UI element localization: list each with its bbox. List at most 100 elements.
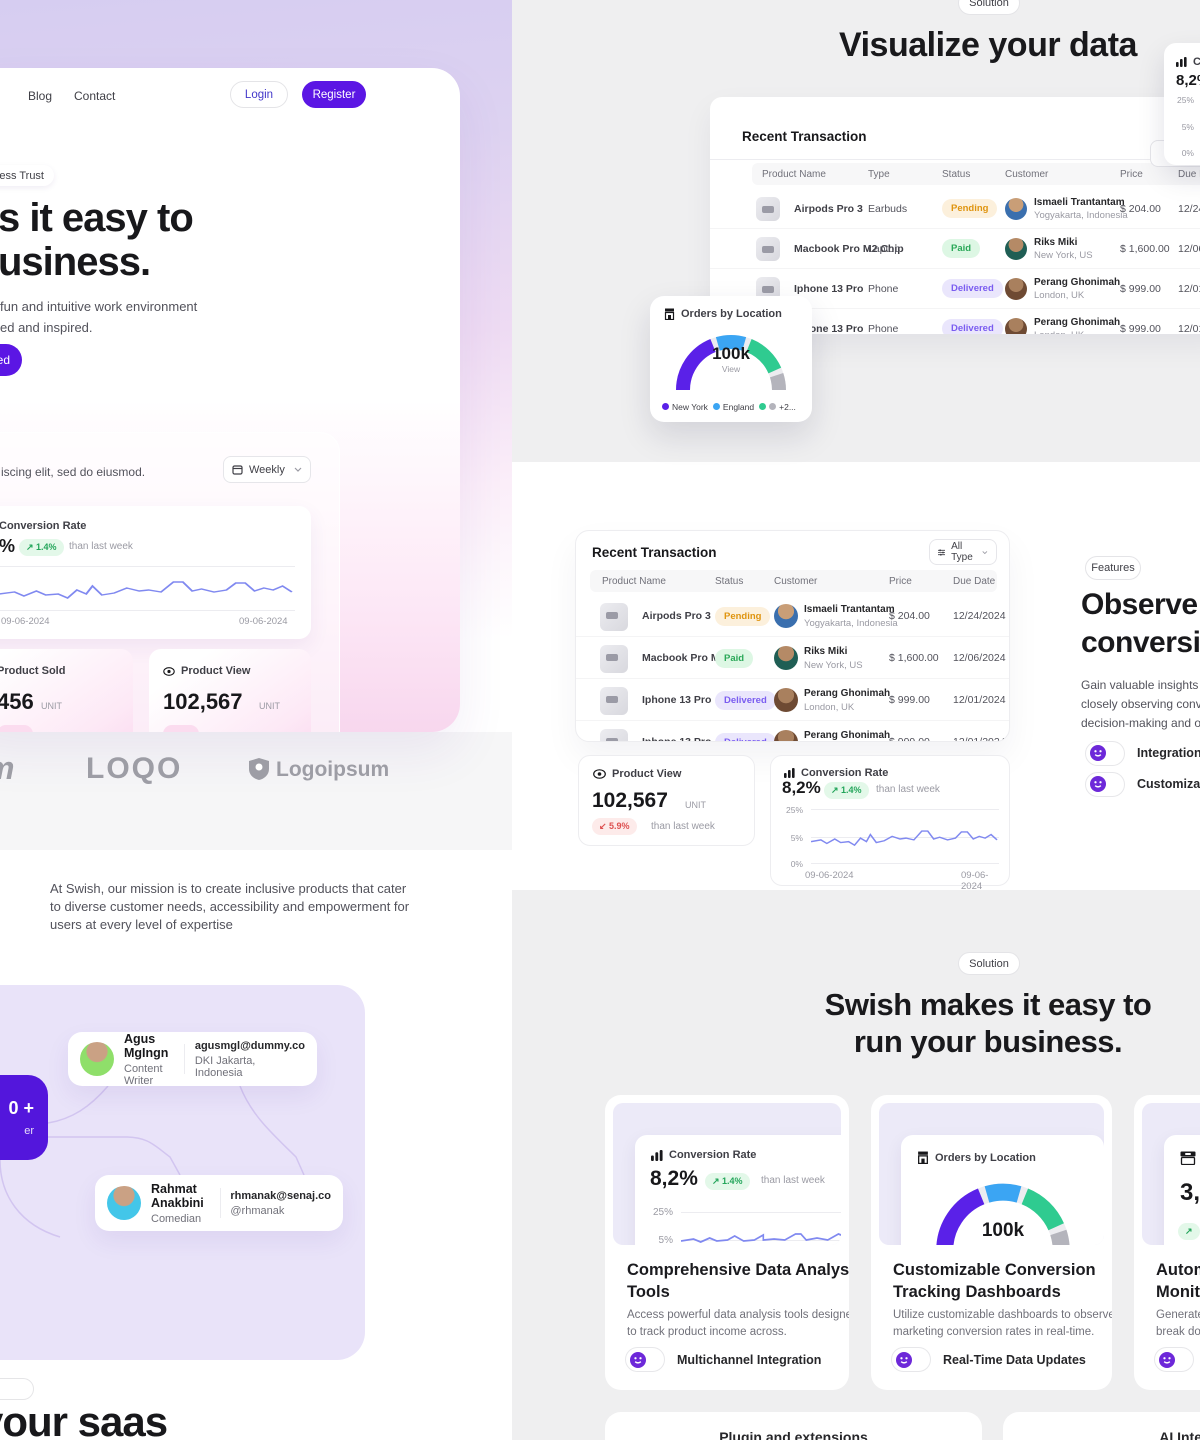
nav-link-blog[interactable]: Blog: [28, 89, 53, 103]
gauge-value: 100k: [981, 1220, 1025, 1241]
card-title: Automat Monitori: [1156, 1259, 1200, 1303]
testimonial-handle: @rhmanak: [230, 1204, 285, 1217]
cell-product-name: Airpods Pro 3: [642, 610, 711, 622]
product-sold-delta-badge: [0, 725, 33, 732]
conversion-delta-note: than last week: [876, 784, 940, 795]
card-title-line2: Tools: [627, 1283, 670, 1301]
gridline: [811, 863, 999, 864]
customer-avatar: [774, 730, 798, 741]
cell-product-name: Iphone 13 Pro: [794, 323, 864, 334]
table-row[interactable]: Iphone 13 Pro Delivered Perang Ghonimah …: [576, 679, 1009, 721]
storefront-icon: [918, 1151, 928, 1164]
logo-partial: m: [0, 750, 14, 787]
tick-5: 5%: [658, 1235, 673, 1245]
conversion-rate-value: 8,2%: [782, 778, 821, 797]
eye-icon: [593, 769, 606, 779]
card-desc-line1: Generate ac: [1156, 1309, 1200, 1321]
customer-avatar: [774, 646, 798, 670]
mini-card-value: 8,2%: [1176, 72, 1200, 89]
product-view-delta-badge: [163, 725, 199, 732]
feature-label: Multichannel Integration: [677, 1352, 822, 1367]
hero-title: s it easy to usiness.: [0, 196, 194, 284]
dashboard-preview-card: iscing elit, sed do eiusmod. Weekly Conv…: [0, 432, 340, 732]
testimonial-role: Content Writer: [124, 1062, 163, 1087]
status-badge: Delivered: [942, 279, 1003, 298]
legend-england: England: [722, 401, 755, 412]
product-thumbnail: [600, 645, 628, 673]
legend-dot-england: [712, 403, 720, 411]
cell-customer: Ismaeli Trantantam: [804, 604, 895, 615]
cell-customer: Ismaeli Trantantam: [1034, 197, 1125, 208]
col-customer: Customer: [774, 576, 818, 587]
orders-by-location-card: Orders by Location 100k View New York Eng…: [650, 296, 812, 422]
cell-due-date: 12/06/2024: [1178, 243, 1200, 255]
testimonial-email: agusmgl@dummy.co: [194, 1039, 305, 1052]
table-row[interactable]: Airpods Pro 3 Pending Ismaeli Trantantam…: [576, 595, 1009, 637]
archive-icon: [1180, 1151, 1196, 1165]
product-thumbnail: [600, 603, 628, 631]
col-status: Status: [942, 169, 971, 180]
gauge-value: 100k: [712, 344, 750, 363]
weekly-select-value: Weekly: [249, 463, 285, 476]
cell-due-date: 12/01/2024: [1178, 323, 1200, 334]
orders-gauge-chart: [936, 1183, 1070, 1245]
storefront-icon: [664, 308, 675, 320]
hero-subtitle-line1: fun and intuitive work environment: [0, 299, 198, 314]
chart-date-right: 09-06-2024: [961, 870, 989, 892]
table-row[interactable]: Airpods Pro 3 Earbuds Pending Ismaeli Tr…: [710, 189, 1200, 229]
cell-price: $ 999.00: [1120, 283, 1161, 295]
card-feature: Real-Time Data Updates: [891, 1347, 1086, 1372]
cell-type: Laptop: [868, 243, 901, 255]
cell-type: Earbuds: [868, 203, 908, 215]
conversion-line-chart: [811, 830, 998, 847]
weekly-period-select[interactable]: Weekly: [223, 456, 311, 483]
product-view-delta-note: than last week: [651, 821, 715, 832]
cell-price: $ 1,600.00: [1120, 243, 1170, 255]
mini-conversion-card: Conversion Rate 8,2% 25% 5% 0%: [1164, 43, 1200, 165]
mission-line3: users at every level of expertise: [50, 917, 233, 932]
connector-lines: [0, 1085, 305, 1238]
tick-25: 25%: [1176, 95, 1194, 105]
product-view-unit: UNIT: [259, 701, 280, 711]
orders-gauge-chart: [676, 335, 786, 391]
solution-pill: Solution: [958, 0, 1020, 15]
legend-dot-newyork: [662, 403, 669, 411]
gridline: [681, 1240, 841, 1241]
preview-caption: iscing elit, sed do eiusmod.: [1, 465, 146, 479]
status-badge: Paid: [942, 239, 981, 258]
hero-panel: Blog Contact Login Register ness Trust s…: [0, 68, 460, 732]
recent-transaction-title: Recent Transaction: [742, 129, 867, 144]
logo-logoipsum: Logoipsum: [276, 758, 390, 781]
cell-product-name: Macbook Pro M2 Chip: [794, 243, 904, 255]
feature-label: Real-Time Data Updates: [943, 1352, 1086, 1367]
smiley-pill: [1154, 1347, 1194, 1372]
all-type-select[interactable]: All Type: [929, 539, 997, 565]
filter-icon: [938, 548, 946, 556]
tick-0: 0%: [790, 859, 803, 869]
table-row[interactable]: Iphone 13 Pro Phone Delivered Perang Gho…: [710, 269, 1200, 309]
conversion-rate-label: Conversion Rate: [801, 767, 889, 779]
status-badge: Paid: [715, 649, 754, 668]
table-row[interactable]: Iphone 13 Pro Delivered Perang Ghonimah …: [576, 721, 1009, 742]
table-header: Product Name Status Customer Price Due D…: [590, 570, 997, 592]
get-started-button[interactable]: ed: [0, 344, 22, 376]
customer-avatar: [774, 604, 798, 628]
cell-price: $ 999.00: [889, 736, 930, 742]
status-badge: Delivered: [715, 691, 776, 710]
divider: [184, 1044, 185, 1074]
cell-price: $ 999.00: [1120, 323, 1161, 334]
login-button[interactable]: Login: [230, 81, 288, 108]
feature-list-item: Integration Cap: [1085, 740, 1200, 766]
orders-title: Orders by Location: [681, 308, 782, 320]
nav-link-contact[interactable]: Contact: [74, 89, 116, 103]
card-title-line1: Comprehensive Data Analysis: [627, 1261, 849, 1279]
hero-subtitle-line2: ed and inspired.: [0, 320, 93, 335]
product-sold-value: 456: [0, 689, 34, 714]
col-status: Status: [715, 576, 744, 587]
mission-line2: to diverse customer needs, accessibility…: [50, 899, 410, 914]
cell-type: Phone: [868, 283, 899, 295]
register-button[interactable]: Register: [302, 81, 366, 108]
table-row[interactable]: Macbook Pro M2 Chip Laptop Paid Riks Mik…: [710, 229, 1200, 269]
table-row[interactable]: Macbook Pro M2 Chip Paid Riks Miki New Y…: [576, 637, 1009, 679]
mini-value: 8,2%: [650, 1167, 698, 1190]
